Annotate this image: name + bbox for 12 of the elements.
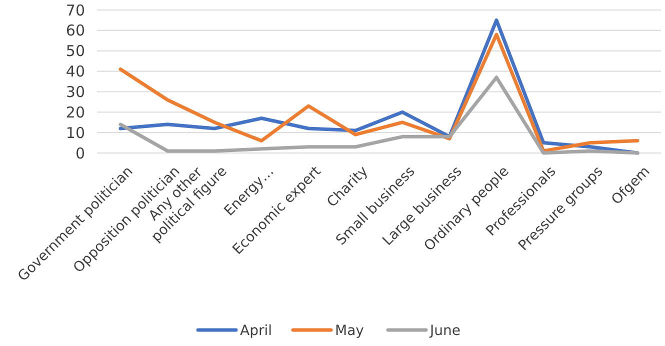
y-tick-label: 50 [66,42,85,60]
legend-label: May [335,322,364,339]
y-tick-label: 10 [66,124,85,142]
y-tick-label: 30 [66,82,85,101]
legend-label: April [240,322,272,339]
y-tick-label: 0 [75,144,85,162]
y-tick-label: 20 [66,103,85,122]
y-tick-label: 40 [66,62,85,81]
legend-label: June [429,322,460,339]
line-series [118,76,640,155]
y-tick-label: 70 [66,1,85,20]
y-tick-label: 60 [66,22,85,40]
